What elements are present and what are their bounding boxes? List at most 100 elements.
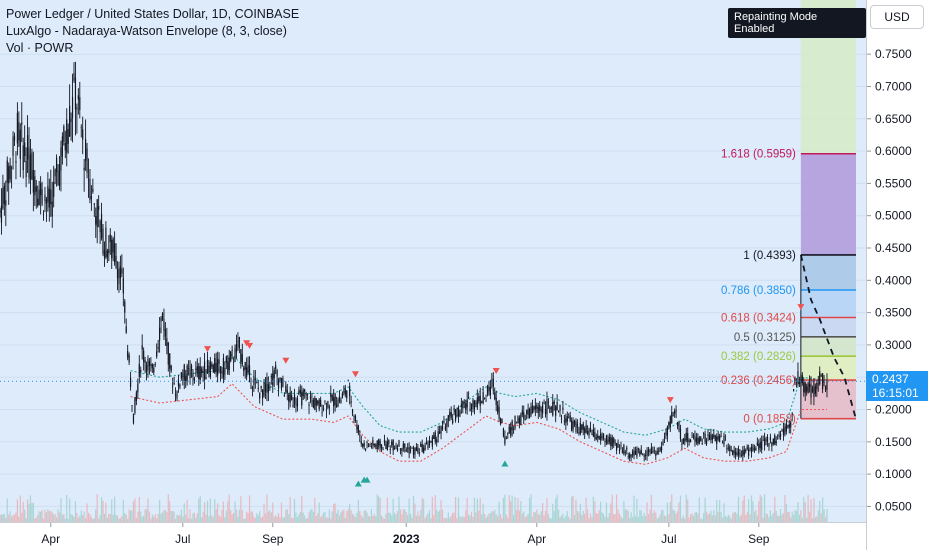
volume-bar <box>259 510 261 522</box>
candle-body <box>562 407 564 410</box>
candle-body <box>0 210 1 213</box>
candle-body <box>77 95 79 100</box>
volume-bar <box>450 515 452 522</box>
volume-bar <box>441 509 444 522</box>
candle-body <box>235 343 238 353</box>
sell-arrow <box>203 346 211 353</box>
candle-body <box>521 410 523 415</box>
price-chart[interactable]: 1.618 (0.5959) 1 (0.4393) 0.786 (0.3850) 0.… <box>0 0 866 522</box>
candle-body <box>212 365 214 373</box>
candle-body <box>472 399 474 407</box>
volume-bar <box>663 515 666 522</box>
volume-bar <box>576 510 579 522</box>
volume-bar <box>610 503 612 522</box>
candle-body <box>784 426 786 435</box>
candle-body <box>717 436 719 440</box>
candle-body <box>114 243 116 263</box>
volume-bar <box>253 516 255 522</box>
volume-bar <box>179 515 181 522</box>
volume-bar <box>328 509 330 522</box>
candle-body <box>106 250 108 258</box>
candle-body <box>167 342 169 365</box>
candle-body <box>820 375 822 377</box>
volume-label[interactable]: Vol · POWR <box>6 41 74 55</box>
volume-bar <box>47 509 49 522</box>
candle-body <box>37 198 39 206</box>
candle-body <box>35 186 37 192</box>
candle-body <box>740 454 742 456</box>
volume-bar <box>376 494 378 522</box>
candle-body <box>499 418 502 424</box>
volume-bar <box>392 498 394 522</box>
volume-bar <box>147 498 149 522</box>
candle-body <box>511 420 513 431</box>
currency-selector[interactable]: USD <box>870 5 924 29</box>
candle-body <box>322 408 325 410</box>
volume-bar <box>214 499 216 522</box>
volume-bar <box>173 511 175 522</box>
candle-body <box>576 423 579 428</box>
candle-body <box>169 353 171 369</box>
volume-bar <box>305 518 307 522</box>
volume-bar <box>698 497 700 522</box>
candle-body <box>534 405 536 410</box>
volume-bar <box>55 517 58 522</box>
y-tick-label: 0.6500 <box>875 112 912 126</box>
candle-body <box>685 432 687 441</box>
candle-body <box>804 382 806 394</box>
volume-bar <box>705 511 708 522</box>
volume-bar <box>219 516 222 522</box>
volume-bar <box>669 501 671 522</box>
candle-body <box>769 437 771 441</box>
volume-bar <box>234 501 236 522</box>
volume-bar <box>37 514 39 522</box>
volume-bar <box>244 518 246 522</box>
candle-body <box>61 136 63 157</box>
candle-body <box>520 414 522 426</box>
volume-bar <box>640 510 642 522</box>
volume-bar <box>694 512 696 522</box>
chart-plot-area[interactable]: 1.618 (0.5959) 1 (0.4393) 0.786 (0.3850) 0.… <box>0 0 866 522</box>
candle-body <box>508 426 510 434</box>
volume-bar <box>322 512 325 522</box>
candle-body <box>424 445 426 450</box>
candle-body <box>479 395 481 406</box>
candle-body <box>690 439 692 443</box>
volume-bar <box>656 518 658 522</box>
candle-body <box>766 437 769 443</box>
volume-bar <box>806 517 808 522</box>
candle-body <box>459 410 461 417</box>
indicator-label[interactable]: LuxAlgo - Nadaraya-Watson Envelope (8, 3… <box>6 24 287 38</box>
candle-body <box>333 397 335 407</box>
symbol-title[interactable]: Power Ledger / United States Dollar, 1D,… <box>6 7 300 21</box>
volume-bar <box>73 516 75 522</box>
candle-body <box>102 228 104 254</box>
volume-bar <box>711 515 713 522</box>
time-axis[interactable]: Apr Jul Sep 2023 Apr Jul Sep <box>0 522 866 551</box>
volume-bar <box>547 513 550 522</box>
volume-bar <box>215 509 217 522</box>
candle-body <box>321 412 323 414</box>
candle-body <box>80 127 82 129</box>
candle-body <box>402 443 404 449</box>
candle-body <box>730 450 732 451</box>
x-tick-label: Sep <box>262 532 284 546</box>
candle-body <box>652 451 654 453</box>
candle-body <box>788 423 790 429</box>
volume-bar <box>565 515 567 522</box>
candle-body <box>392 439 394 451</box>
candle-body <box>781 430 783 432</box>
volume-bar <box>611 494 613 522</box>
candle-body <box>244 362 246 370</box>
candle-body <box>24 142 26 157</box>
price-axis[interactable]: 0.7500 0.7000 0.6500 0.6000 0.5500 0.5000 0.45… <box>866 0 932 550</box>
volume-bar <box>391 515 393 522</box>
candle-body <box>791 413 793 415</box>
candle-body <box>591 433 593 435</box>
candle-body <box>450 411 452 418</box>
candle-body <box>826 381 828 390</box>
candle-body <box>385 443 387 449</box>
candle-body <box>678 422 680 431</box>
candle-body <box>636 448 638 457</box>
candle-body <box>273 370 275 379</box>
